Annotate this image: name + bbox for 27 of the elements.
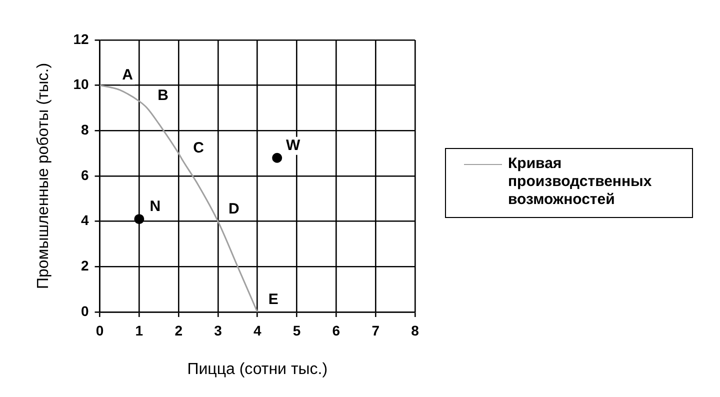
x-tick-label: 5	[292, 322, 301, 338]
y-tick-label: 10	[73, 76, 89, 92]
x-axis-title: Пицца (сотни тыс.)	[187, 360, 328, 378]
annotation: B	[158, 87, 169, 104]
x-tick-label: 6	[332, 322, 340, 338]
y-tick-label: 2	[80, 258, 89, 274]
legend-label: Кривая производственных возможностей	[508, 155, 653, 209]
line-series	[100, 84, 258, 312]
annotation: C	[193, 139, 204, 156]
y-tick-label: 6	[80, 166, 89, 183]
y-tick-label: 12	[73, 30, 89, 47]
y-tick-label: 8	[80, 122, 89, 138]
x-tick-label: 4	[253, 322, 262, 338]
y-tick-label: 4	[80, 212, 89, 228]
annotation: E	[268, 291, 278, 308]
x-tick-label: 3	[214, 322, 222, 338]
x-tick-label: 2	[174, 322, 183, 338]
annotation: A	[122, 66, 134, 84]
y-tick-label: 0	[80, 302, 89, 319]
x-tick-label: 0	[96, 322, 104, 338]
annotation: W	[286, 137, 301, 154]
x-tick-label: 8	[411, 322, 420, 338]
x-tick-label: 1	[135, 322, 144, 338]
x-tick-label: 7	[372, 322, 380, 338]
y-axis-title: Промышленные роботы (тыс.)	[35, 62, 52, 290]
annotation: N	[150, 198, 161, 216]
annotation: D	[228, 200, 240, 218]
